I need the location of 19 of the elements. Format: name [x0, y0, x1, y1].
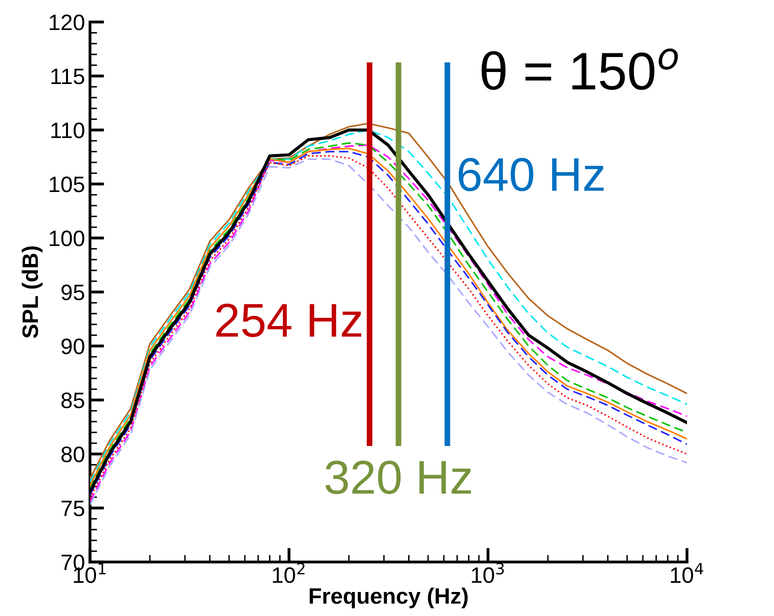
y-tick-label: 95: [61, 284, 84, 300]
y-tick-label: 90: [61, 338, 84, 354]
x-tick-label: 10$^{3}$: [472, 562, 504, 584]
y-tick-label: 110: [51, 122, 84, 138]
y-tick-label: 115: [51, 68, 84, 84]
ref-line-label: 320 Hz: [325, 460, 471, 494]
y-tick-label: 100: [50, 230, 84, 246]
y-tick-label: 120: [50, 14, 84, 30]
ref-line-label: 254 Hz: [216, 304, 362, 338]
y-axis-title: SPL (dB): [22, 246, 43, 338]
x-axis-title: Frequency (Hz): [310, 588, 468, 608]
x-tick-label: 10$^{2}$: [272, 562, 304, 584]
y-tick-label: 85: [61, 392, 84, 408]
annotation: θ = 150$^{o}$: [482, 48, 678, 90]
x-tick-label: 10$^{4}$: [670, 562, 704, 584]
y-tick-label: 75: [62, 500, 84, 516]
ref-line-label: 640 Hz: [458, 158, 604, 192]
y-tick-label: 80: [61, 446, 84, 462]
y-tick-label: 105: [50, 176, 84, 192]
